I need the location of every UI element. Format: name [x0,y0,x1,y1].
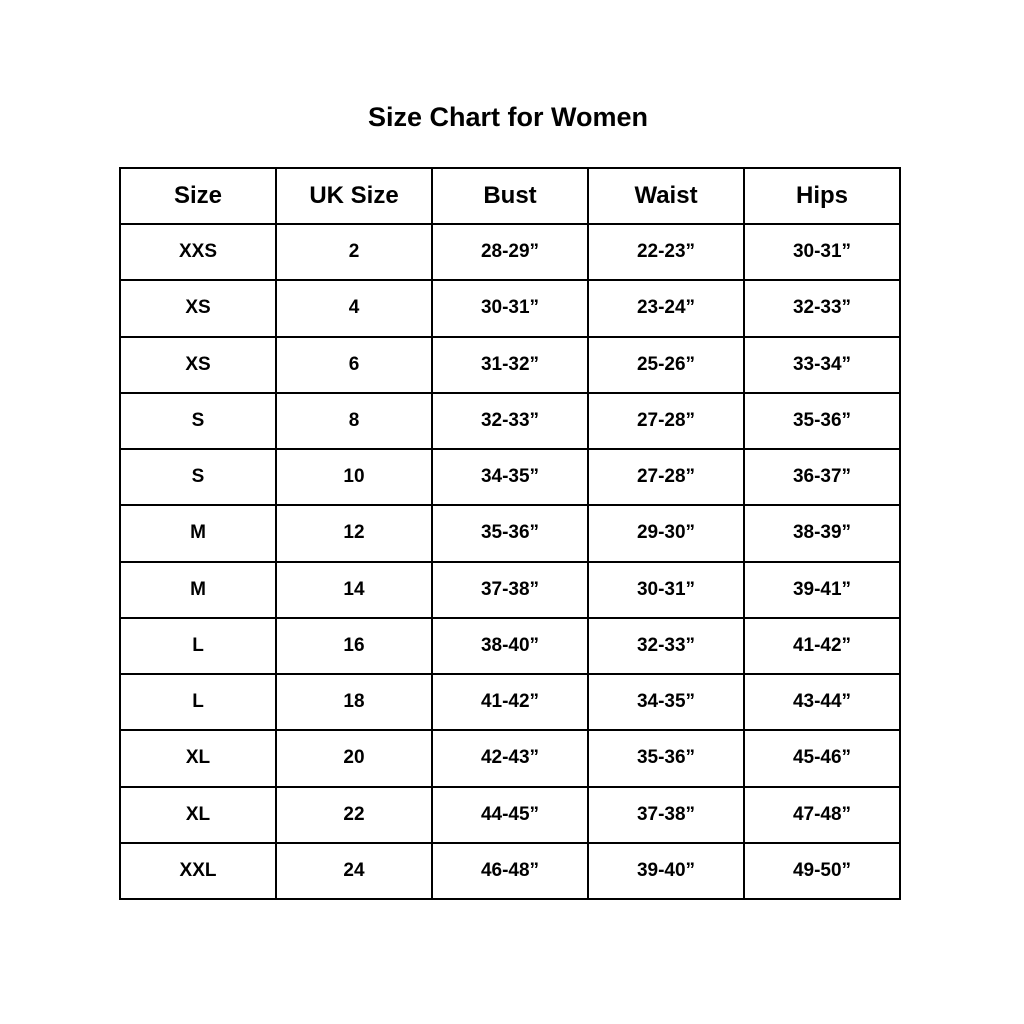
table-cell: 47-48” [743,785,901,844]
table-cell: L [119,616,277,676]
table-cell: 44-45” [431,785,589,844]
table-cell: 33-34” [743,335,901,394]
table-cell: 37-38” [431,560,589,619]
table-row: M 14 37-38” 30-31” 39-41” [119,560,901,619]
table-cell: L [119,672,277,732]
table-row: L 18 41-42” 34-35” 43-44” [119,672,901,732]
table-cell: XS [119,335,277,394]
column-header: Bust [431,167,589,225]
table-cell: XL [119,729,277,788]
table-cell: 8 [275,391,433,451]
column-header: UK Size [275,167,433,225]
table-cell: 49-50” [743,841,901,901]
table-cell: 30-31” [743,222,901,282]
table-cell: 34-35” [431,447,589,507]
table-cell: 35-36” [587,729,745,788]
table-cell: 27-28” [587,391,745,451]
table-cell: 12 [275,504,433,563]
table-row: L 16 38-40” 32-33” 41-42” [119,616,901,676]
table-row: S 10 34-35” 27-28” 36-37” [119,447,901,507]
table-cell: 39-41” [743,560,901,619]
table-cell: S [119,391,277,451]
column-header: Waist [587,167,745,225]
table-cell: 38-39” [743,504,901,563]
page-title: Size Chart for Women [367,102,649,132]
table-cell: 2 [275,222,433,282]
table-cell: 41-42” [743,616,901,676]
table-cell: 41-42” [431,672,589,732]
table-cell: 45-46” [743,729,901,788]
table-cell: 30-31” [587,560,745,619]
table-cell: 31-32” [431,335,589,394]
column-header: Hips [743,167,901,225]
column-header: Size [119,167,277,225]
table-cell: 32-33” [743,279,901,338]
table-cell: 35-36” [431,504,589,563]
table-cell: 16 [275,616,433,676]
table-cell: S [119,447,277,507]
table-cell: 34-35” [587,672,745,732]
table-row: M 12 35-36” 29-30” 38-39” [119,504,901,563]
table-cell: 18 [275,672,433,732]
table-cell: 42-43” [431,729,589,788]
table-cell: 46-48” [431,841,589,901]
header-row: Size UK Size Bust Waist Hips [119,167,901,225]
table-cell: 30-31” [431,279,589,338]
table-row: XXL 24 46-48” 39-40” 49-50” [119,841,901,901]
table-cell: 38-40” [431,616,589,676]
table-cell: 29-30” [587,504,745,563]
table-cell: XXS [119,222,277,282]
table-cell: M [119,504,277,563]
table-cell: 14 [275,560,433,619]
table-cell: XS [119,279,277,338]
table-row: XS 4 30-31” 23-24” 32-33” [119,279,901,338]
table-cell: 10 [275,447,433,507]
table-cell: XL [119,785,277,844]
table-cell: XXL [119,841,277,901]
table-cell: 32-33” [587,616,745,676]
table-cell: 23-24” [587,279,745,338]
table-cell: 43-44” [743,672,901,732]
table-cell: 24 [275,841,433,901]
table-cell: 4 [275,279,433,338]
table-cell: M [119,560,277,619]
table-cell: 37-38” [587,785,745,844]
table-cell: 22-23” [587,222,745,282]
table-cell: 20 [275,729,433,788]
table-row: XS 6 31-32” 25-26” 33-34” [119,335,901,394]
table-cell: 22 [275,785,433,844]
table-cell: 27-28” [587,447,745,507]
table-cell: 36-37” [743,447,901,507]
table-cell: 25-26” [587,335,745,394]
table-cell: 32-33” [431,391,589,451]
table-cell: 35-36” [743,391,901,451]
size-chart-table: Size UK Size Bust Waist Hips XXS 2 28-29” 22-23… [119,167,901,901]
table-row: XXS 2 28-29” 22-23” 30-31” [119,222,901,282]
table-cell: 28-29” [431,222,589,282]
table-row: XL 20 42-43” 35-36” 45-46” [119,729,901,788]
table-cell: 6 [275,335,433,394]
table-row: S 8 32-33” 27-28” 35-36” [119,391,901,451]
table-row: XL 22 44-45” 37-38” 47-48” [119,785,901,844]
table-cell: 39-40” [587,841,745,901]
